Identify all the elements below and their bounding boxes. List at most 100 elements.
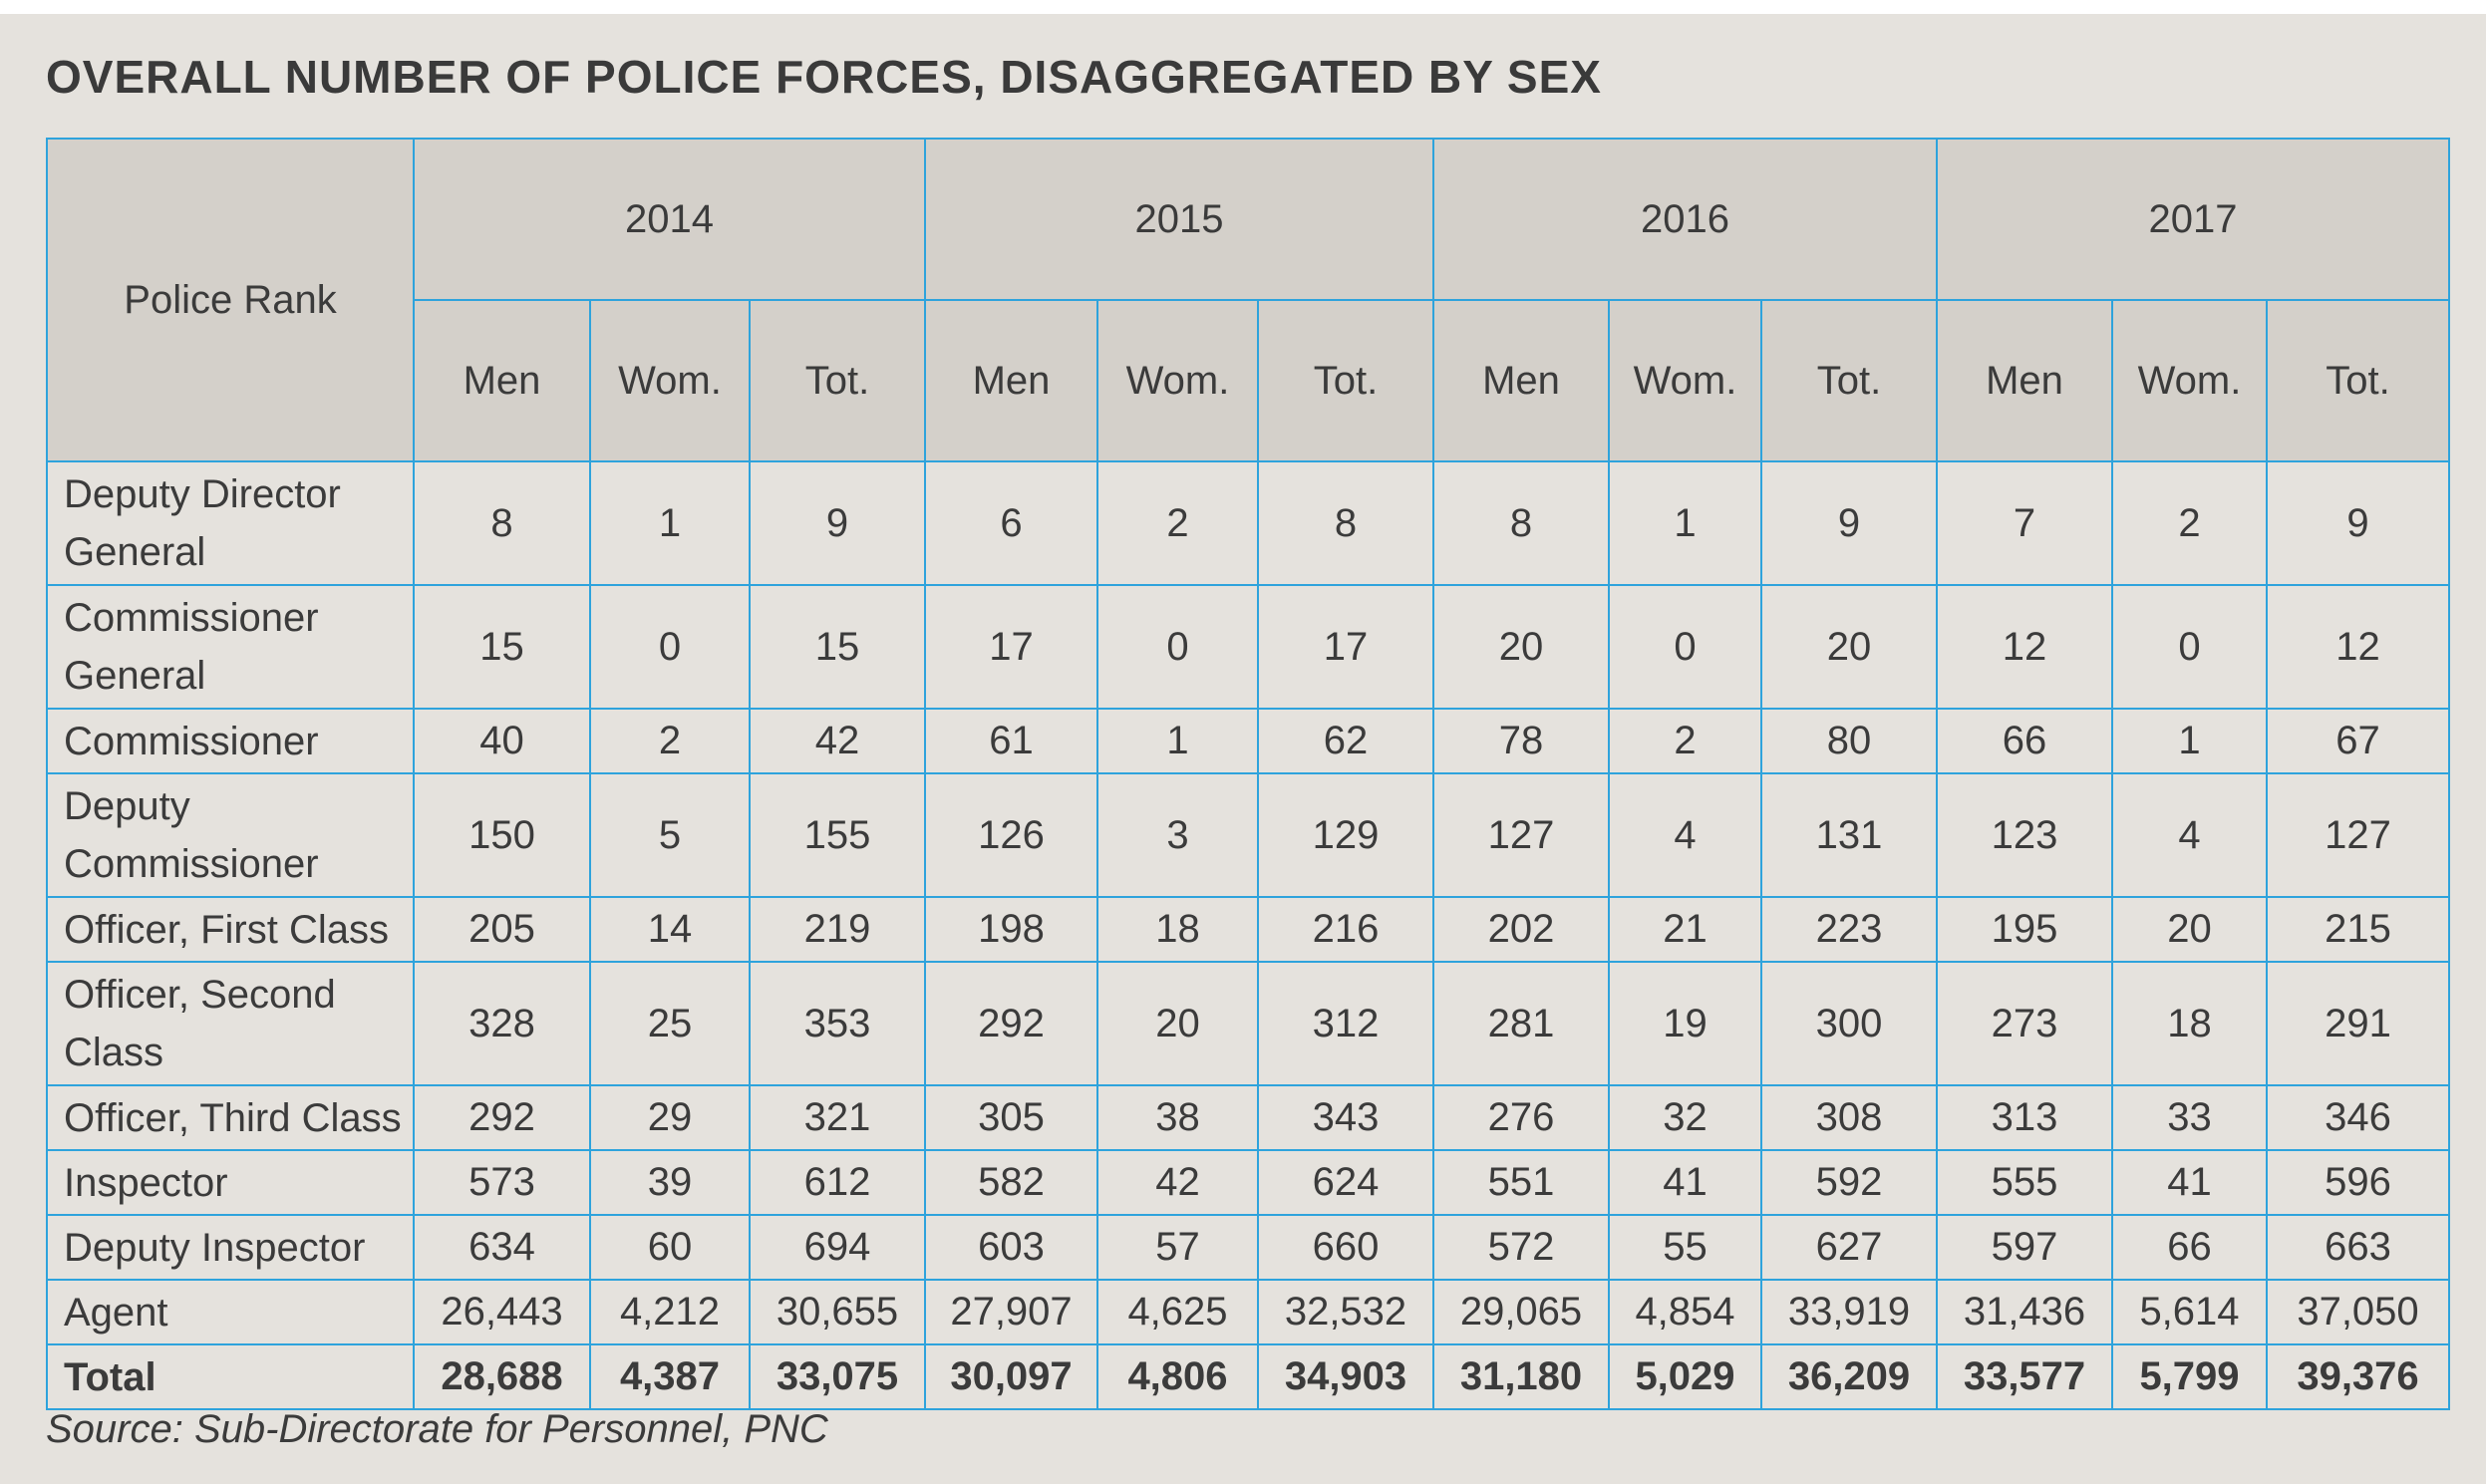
value-cell: 78: [1432, 708, 1610, 774]
value-cell: 27,907: [924, 1279, 1098, 1345]
value-cell: 663: [2266, 1214, 2450, 1281]
value-cell: 205: [413, 896, 591, 963]
value-cell: 592: [1760, 1149, 1938, 1216]
total-row: Total 28,688 4,387 33,075 30,097 4,806 34,903 3…: [46, 1343, 2450, 1410]
value-cell: 29,065: [1432, 1279, 1610, 1345]
value-cell: 80: [1760, 708, 1938, 774]
value-cell: 5,614: [2111, 1279, 2268, 1345]
value-cell: 216: [1257, 896, 1434, 963]
table-row: Officer, First Class 205 14 219 198 18 216 202 2…: [46, 896, 2450, 963]
value-cell: 20: [2111, 896, 2268, 963]
value-cell: 131: [1760, 772, 1938, 898]
value-cell: 57: [1096, 1214, 1259, 1281]
rank-label: Deputy Commissioner: [46, 772, 415, 898]
value-cell: 20: [1432, 584, 1610, 710]
rank-label: Deputy Inspector: [46, 1214, 415, 1281]
value-cell: 15: [749, 584, 926, 710]
value-cell: 0: [1608, 584, 1762, 710]
year-header: 2017: [1936, 138, 2450, 301]
value-cell: 2: [1096, 460, 1259, 586]
value-cell: 572: [1432, 1214, 1610, 1281]
sub-header: Tot.: [2266, 299, 2450, 462]
value-cell: 9: [749, 460, 926, 586]
value-cell: 66: [1936, 708, 2113, 774]
value-cell: 30,655: [749, 1279, 926, 1345]
value-cell: 67: [2266, 708, 2450, 774]
value-cell: 1: [1608, 460, 1762, 586]
value-cell: 39,376: [2266, 1343, 2450, 1410]
value-cell: 328: [413, 961, 591, 1086]
sub-header: Tot.: [1257, 299, 1434, 462]
value-cell: 1: [1096, 708, 1259, 774]
sub-header: Wom.: [2111, 299, 2268, 462]
table-row: Inspector 573 39 612 582 42 624 551 41 592 555 41 59…: [46, 1149, 2450, 1216]
value-cell: 18: [2111, 961, 2268, 1086]
value-cell: 62: [1257, 708, 1434, 774]
value-cell: 32,532: [1257, 1279, 1434, 1345]
value-cell: 2: [2111, 460, 2268, 586]
value-cell: 21: [1608, 896, 1762, 963]
value-cell: 12: [2266, 584, 2450, 710]
value-cell: 12: [1936, 584, 2113, 710]
value-cell: 555: [1936, 1149, 2113, 1216]
year-header: 2016: [1432, 138, 1938, 301]
sub-header: Wom.: [589, 299, 751, 462]
value-cell: 202: [1432, 896, 1610, 963]
value-cell: 0: [1096, 584, 1259, 710]
table-row: Deputy Commissioner 150 5 155 126 3 129 127 4 131…: [46, 772, 2450, 898]
value-cell: 305: [924, 1084, 1098, 1151]
year-header-row: Police Rank 2014 2015 2016 2017: [46, 138, 2450, 462]
value-cell: 634: [413, 1214, 591, 1281]
value-cell: 8: [1257, 460, 1434, 586]
value-cell: 40: [413, 708, 591, 774]
value-cell: 292: [413, 1084, 591, 1151]
value-cell: 61: [924, 708, 1098, 774]
value-cell: 5: [589, 772, 751, 898]
value-cell: 33,577: [1936, 1343, 2113, 1410]
value-cell: 41: [2111, 1149, 2268, 1216]
table-row: Commissioner General 15 0 15 17 0 17 20 0 20 12 0 12: [46, 584, 2450, 710]
value-cell: 18: [1096, 896, 1259, 963]
sub-header: Men: [413, 299, 591, 462]
table-body: Deputy Director General 8 1 9 6 2 8 8 1 9 7 2 9 Commi…: [46, 460, 2450, 1410]
sub-header: Men: [1936, 299, 2113, 462]
year-header: 2014: [413, 138, 926, 301]
value-cell: 3: [1096, 772, 1259, 898]
value-cell: 42: [749, 708, 926, 774]
value-cell: 15: [413, 584, 591, 710]
rank-label: Officer, Third Class: [46, 1084, 415, 1151]
value-cell: 66: [2111, 1214, 2268, 1281]
rank-label: Deputy Director General: [46, 460, 415, 586]
value-cell: 219: [749, 896, 926, 963]
value-cell: 129: [1257, 772, 1434, 898]
value-cell: 4: [2111, 772, 2268, 898]
value-cell: 308: [1760, 1084, 1938, 1151]
value-cell: 292: [924, 961, 1098, 1086]
value-cell: 1: [2111, 708, 2268, 774]
sub-header: Men: [924, 299, 1098, 462]
value-cell: 9: [2266, 460, 2450, 586]
table-row: Officer, Second Class 328 25 353 292 20 312 281…: [46, 961, 2450, 1086]
table-title: OVERALL NUMBER OF POLICE FORCES, DISAGGR…: [46, 51, 1602, 103]
value-cell: 30,097: [924, 1343, 1098, 1410]
value-cell: 55: [1608, 1214, 1762, 1281]
value-cell: 41: [1608, 1149, 1762, 1216]
value-cell: 582: [924, 1149, 1098, 1216]
sub-header: Tot.: [1760, 299, 1938, 462]
value-cell: 603: [924, 1214, 1098, 1281]
value-cell: 312: [1257, 961, 1434, 1086]
rank-label: Officer, Second Class: [46, 961, 415, 1086]
sub-header: Wom.: [1096, 299, 1259, 462]
value-cell: 31,180: [1432, 1343, 1610, 1410]
value-cell: 28,688: [413, 1343, 591, 1410]
value-cell: 215: [2266, 896, 2450, 963]
value-cell: 38: [1096, 1084, 1259, 1151]
value-cell: 19: [1608, 961, 1762, 1086]
value-cell: 39: [589, 1149, 751, 1216]
value-cell: 17: [1257, 584, 1434, 710]
value-cell: 346: [2266, 1084, 2450, 1151]
value-cell: 127: [1432, 772, 1610, 898]
source-note: Source: Sub-Directorate for Personnel, P…: [46, 1407, 828, 1451]
rank-column-header: Police Rank: [46, 138, 415, 462]
value-cell: 281: [1432, 961, 1610, 1086]
